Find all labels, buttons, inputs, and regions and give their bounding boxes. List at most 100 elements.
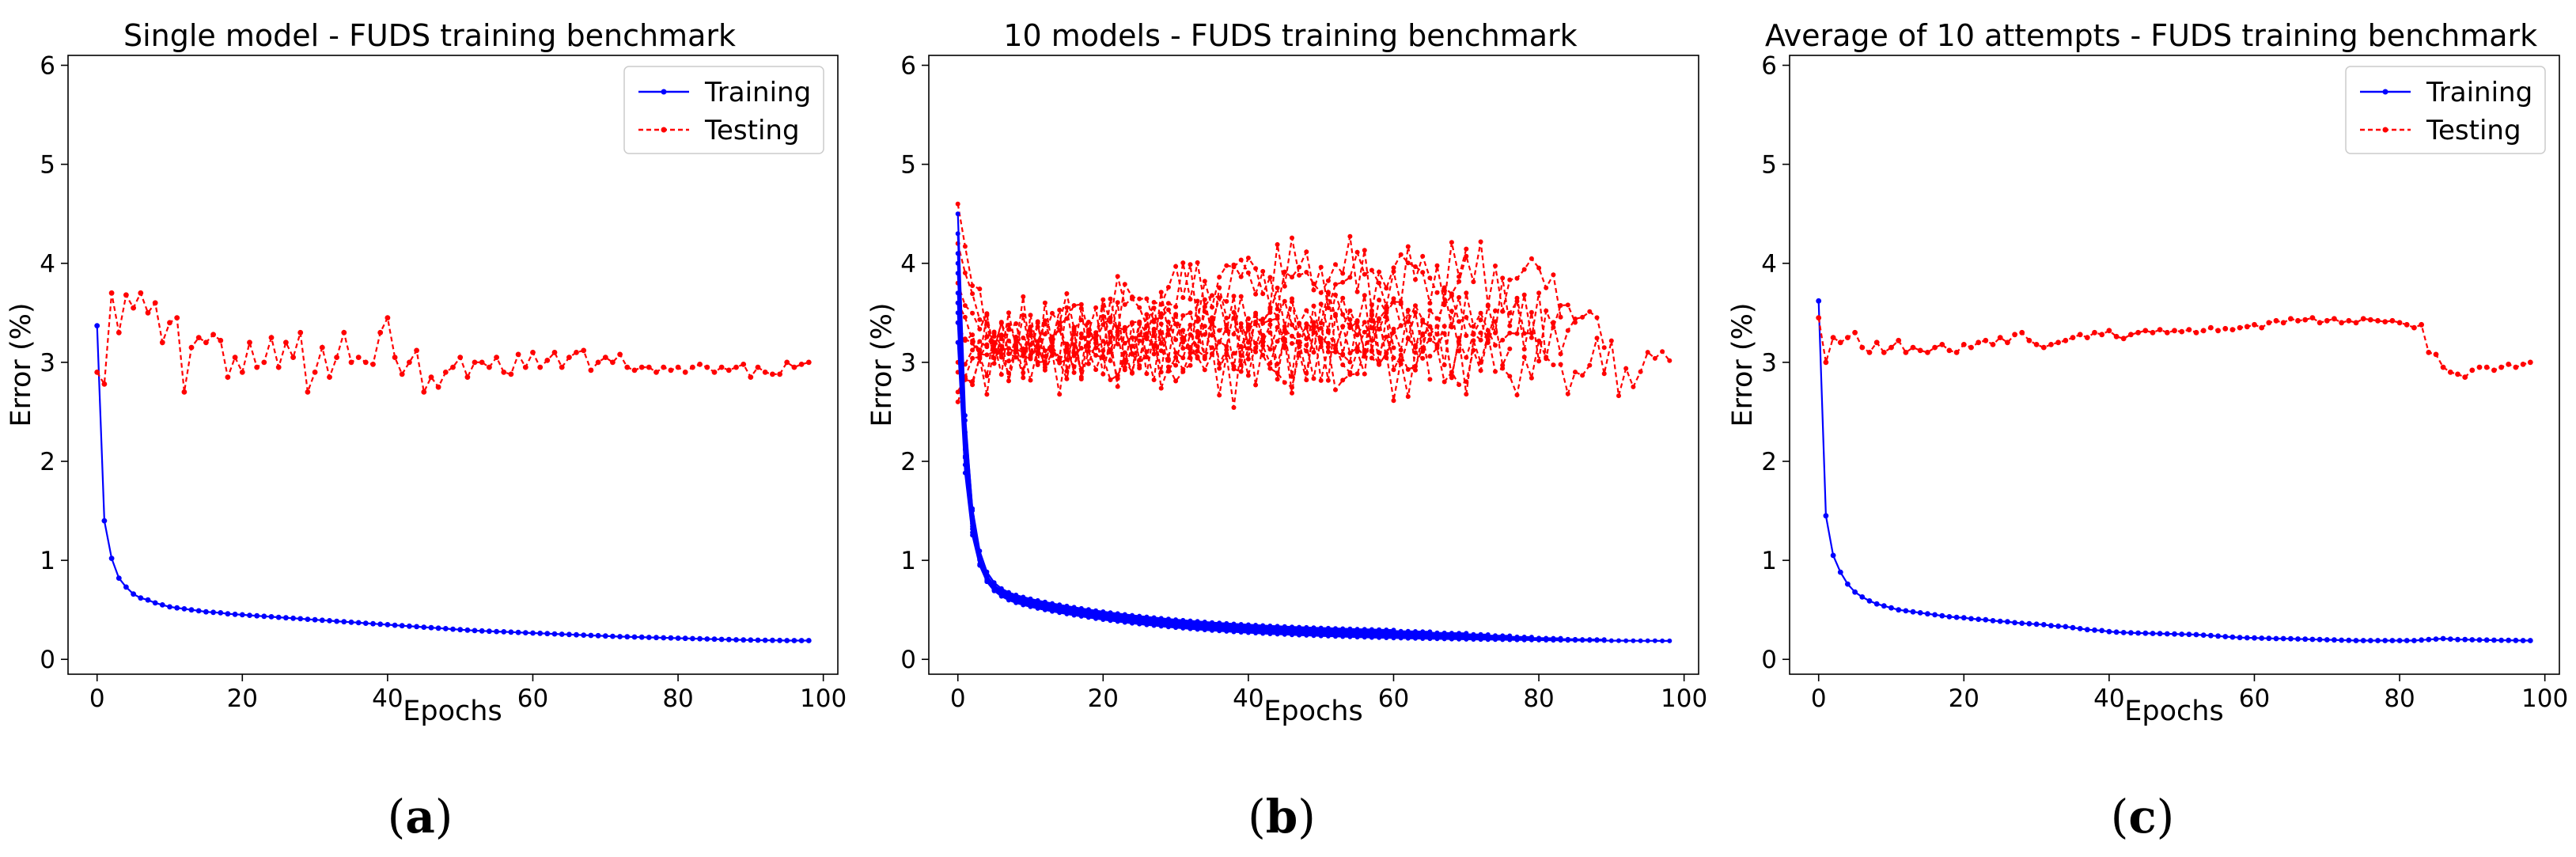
- testing-run-point: [1304, 249, 1309, 255]
- testing-run-point: [1623, 366, 1629, 371]
- testing-series-point: [755, 364, 761, 370]
- testing-series-point: [595, 359, 601, 366]
- testing-run-point: [977, 317, 983, 322]
- testing-series-point: [275, 364, 282, 370]
- testing-run-point: [1108, 319, 1113, 324]
- testing-run-point: [1333, 282, 1338, 287]
- training-series-point: [319, 617, 325, 624]
- testing-series-point: [188, 344, 195, 351]
- training-series-point: [1888, 605, 1894, 611]
- testing-run-point: [1028, 324, 1033, 329]
- testing-series-point: [537, 364, 544, 370]
- training-run-point: [962, 447, 968, 452]
- testing-run-point: [1093, 353, 1099, 358]
- training-run-point: [1340, 629, 1346, 635]
- training-series-point: [1976, 616, 1982, 622]
- testing-run-point: [1050, 353, 1055, 358]
- testing-run-point: [1318, 320, 1324, 326]
- training-run-point: [1151, 618, 1157, 624]
- testing-run-point: [1071, 342, 1077, 347]
- testing-run-point: [1391, 299, 1396, 305]
- testing-run-point: [1565, 302, 1570, 308]
- testing-run-point: [1267, 366, 1273, 371]
- testing-run-point: [1050, 310, 1055, 316]
- testing-run-point: [962, 338, 968, 343]
- training-series-point: [2063, 624, 2069, 630]
- training-series-point: [530, 630, 536, 636]
- testing-series-point: [544, 358, 551, 363]
- testing-run-point: [1290, 322, 1294, 328]
- testing-series-point: [2491, 367, 2497, 374]
- training-series-point: [348, 619, 354, 625]
- testing-run-point: [1514, 392, 1520, 398]
- testing-run-point: [1441, 288, 1447, 294]
- testing-run-point: [1398, 347, 1404, 353]
- testing-series-point: [515, 351, 521, 358]
- testing-run-point: [1217, 275, 1222, 280]
- testing-series-point: [2498, 364, 2505, 370]
- testing-run-point: [1260, 268, 1266, 274]
- testing-run-point: [1449, 293, 1454, 298]
- training-series-point: [1953, 614, 1960, 620]
- training-series-point: [2186, 631, 2192, 638]
- testing-series-point: [1873, 339, 1880, 346]
- training-series-point: [501, 629, 507, 635]
- testing-series-point: [2033, 342, 2040, 347]
- training-series-point: [2440, 635, 2446, 642]
- training-series-point: [537, 630, 544, 636]
- training-series-point: [2222, 634, 2229, 639]
- training-series-point: [1925, 611, 1930, 617]
- training-run-point: [1297, 628, 1302, 633]
- training-series-point: [1845, 581, 1851, 587]
- testing-run-point: [1173, 304, 1179, 309]
- testing-run-point: [998, 355, 1004, 360]
- testing-run-point: [1158, 321, 1164, 327]
- testing-series-point: [2426, 350, 2432, 355]
- testing-run-point: [1325, 340, 1331, 346]
- testing-run-point: [1333, 262, 1338, 267]
- y-tick-label: 6: [900, 52, 916, 81]
- training-run-point: [1601, 637, 1607, 643]
- testing-run-point: [1071, 324, 1077, 330]
- training-run-point: [1667, 638, 1673, 643]
- y-tick-label: 0: [40, 646, 55, 674]
- training-series-point: [2462, 636, 2468, 643]
- testing-run-point: [1507, 277, 1513, 283]
- testing-run-point: [1217, 339, 1222, 344]
- testing-run-point: [1013, 321, 1019, 326]
- testing-run-point: [1449, 309, 1454, 314]
- testing-run-point: [1260, 343, 1266, 348]
- testing-series-point: [1837, 339, 1843, 346]
- testing-run-point: [1391, 345, 1396, 351]
- training-series-point: [2092, 627, 2097, 633]
- testing-run-point: [1210, 293, 1214, 298]
- legend-box: [2345, 66, 2546, 154]
- testing-run-point: [1050, 343, 1055, 349]
- testing-run-point: [1267, 275, 1273, 280]
- testing-series-point: [624, 364, 631, 370]
- y-axis-label: Error (%): [6, 302, 37, 427]
- testing-series-point: [697, 362, 703, 367]
- testing-run-point: [1180, 346, 1186, 351]
- testing-series-point: [2063, 337, 2069, 343]
- training-series-point: [370, 620, 376, 627]
- training-series-point: [631, 634, 638, 640]
- training-series-point: [2215, 633, 2222, 639]
- testing-run-point: [1180, 366, 1186, 372]
- chart-title: Average of 10 attempts - FUDS training b…: [1765, 18, 2537, 53]
- training-run-point: [1623, 638, 1629, 643]
- testing-run-point: [1311, 350, 1316, 355]
- training-series-point: [2346, 637, 2352, 643]
- testing-series-point: [181, 389, 188, 395]
- training-run-point: [1231, 624, 1237, 630]
- testing-series-point: [2476, 364, 2483, 370]
- testing-series-point: [1823, 359, 1829, 366]
- testing-run-point: [1275, 324, 1280, 330]
- testing-run-point: [1660, 349, 1665, 355]
- testing-series-point: [2433, 351, 2439, 358]
- testing-run-point: [998, 347, 1004, 353]
- y-axis-label: Error (%): [1727, 302, 1759, 427]
- testing-run-point: [1137, 362, 1142, 368]
- training-series-point: [2120, 630, 2127, 635]
- testing-run-point: [1231, 405, 1237, 410]
